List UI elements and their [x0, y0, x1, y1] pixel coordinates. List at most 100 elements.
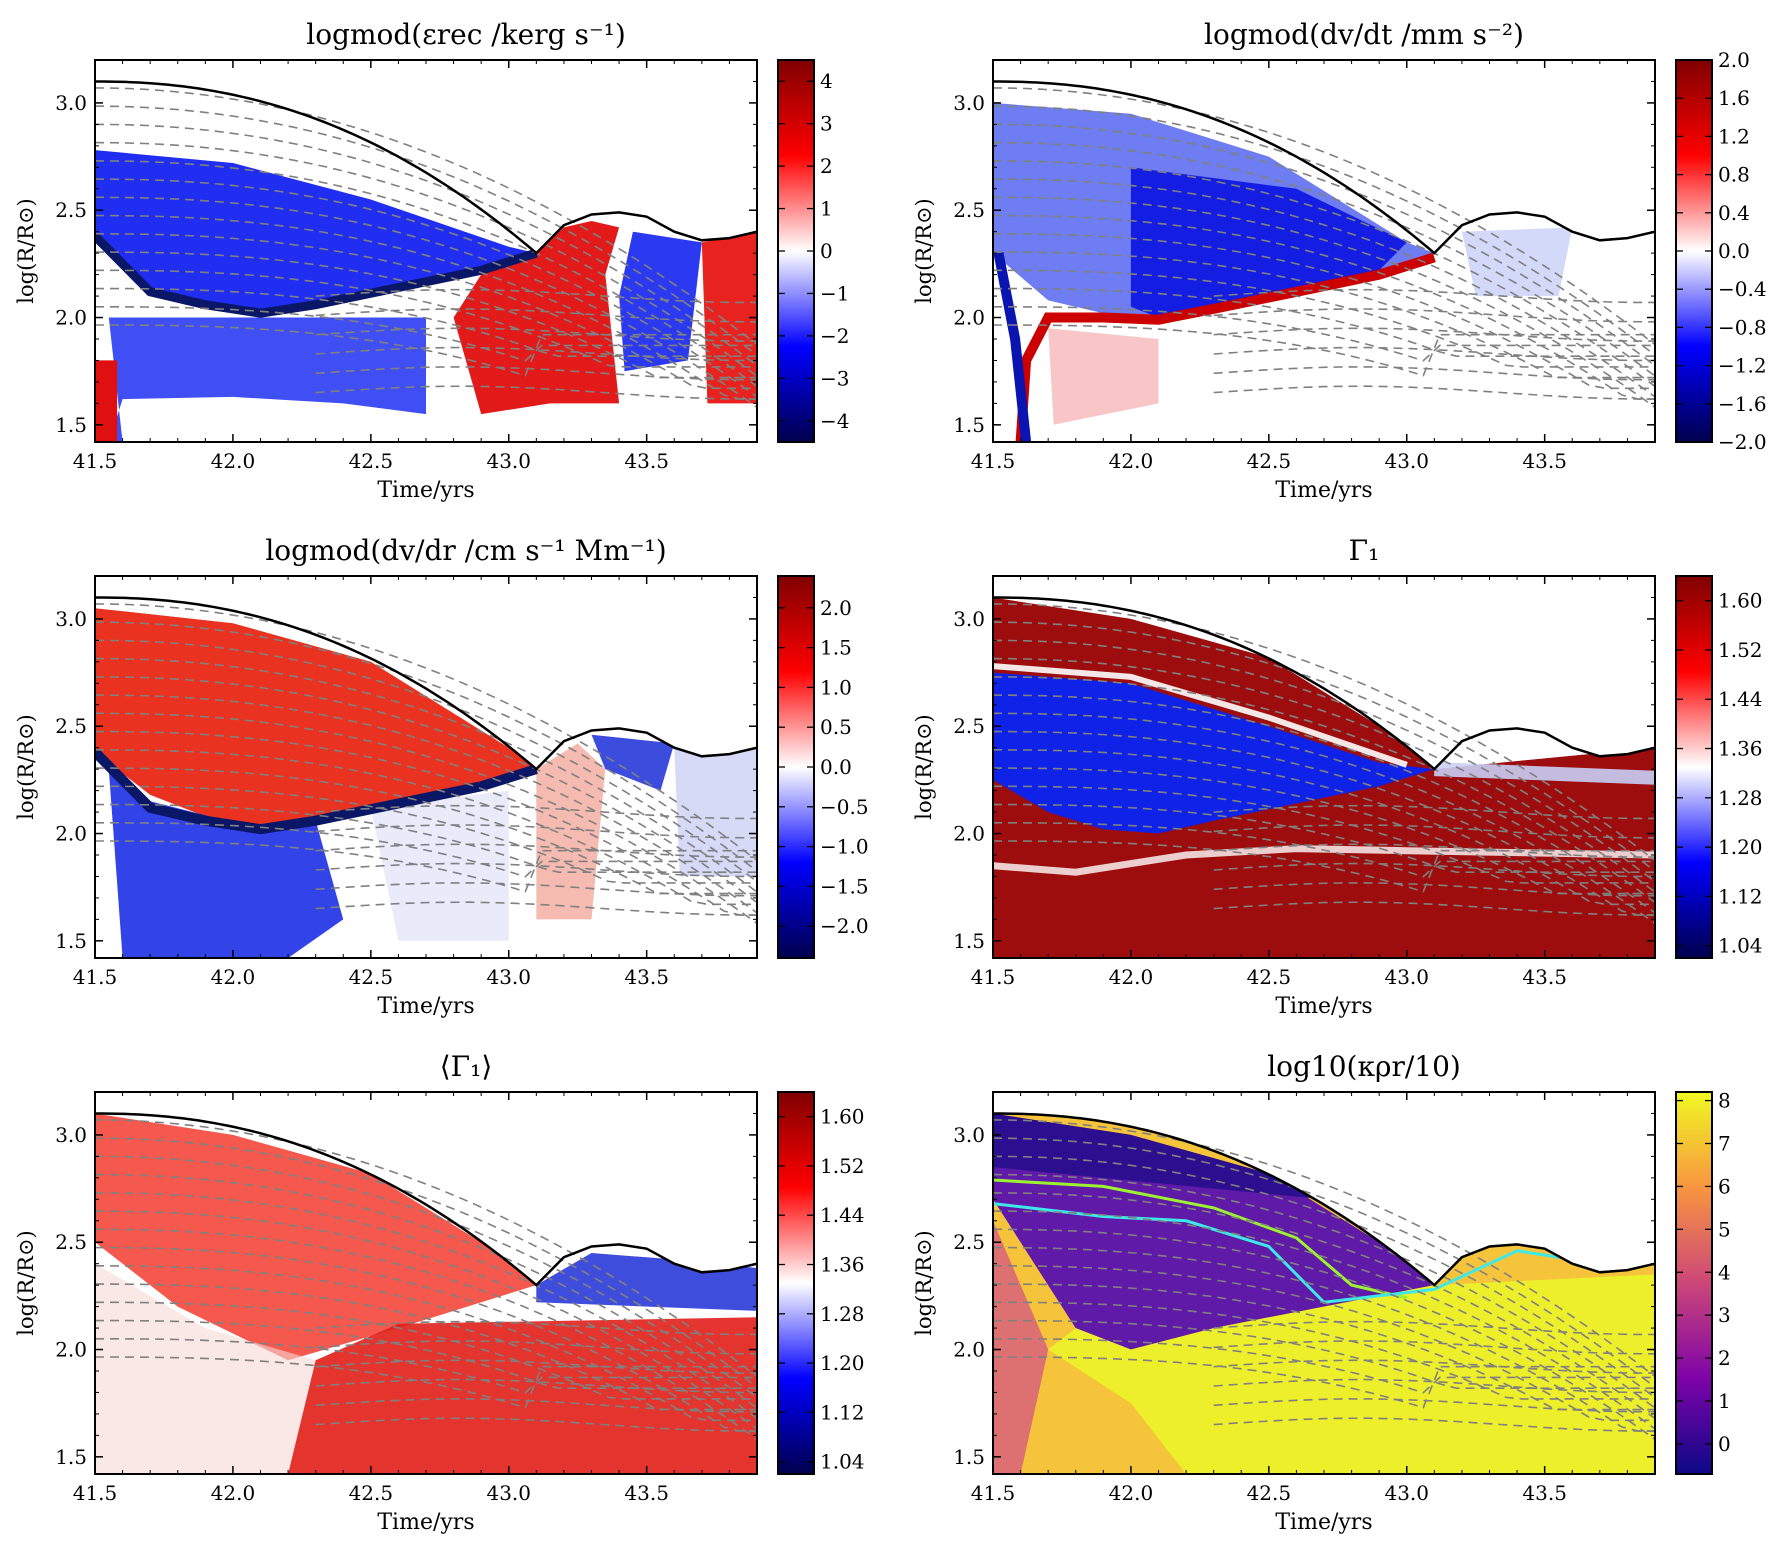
mass-contour-line [993, 1246, 1655, 1432]
mass-contour-line [95, 196, 757, 409]
chart-panel-6: 41.5 42.0 42.5 43.0 43.5 1.5 2.0 2.5 3.0 Time/yrs… [912, 1050, 1731, 1535]
mass-contour-line [1213, 288, 1655, 304]
colorbar-tick-label: −2.0 [1718, 430, 1767, 454]
colorbar-tick-label: 0.4 [1718, 201, 1750, 225]
low-gamma-region [993, 672, 1435, 834]
lower-cooling-region [108, 317, 427, 442]
outside-star [993, 1092, 1655, 1286]
y-tick-label: 2.5 [55, 1230, 87, 1254]
mass-contour-line [95, 178, 757, 398]
mass-contour-line [993, 196, 1655, 409]
mass-contour-line [993, 1155, 1655, 1399]
x-tick-label: 41.5 [971, 449, 1016, 473]
mass-contour-line [993, 1137, 1655, 1388]
x-tick-label: 42.0 [211, 449, 256, 473]
y-axis-label: log(R/R⊙) [14, 198, 38, 303]
y-tick-label: 2.0 [55, 1338, 87, 1362]
stellar-surface-line [993, 80, 1655, 255]
x-tick-label: 42.5 [349, 965, 394, 989]
y-axis-label: log(R/R⊙) [912, 1230, 936, 1335]
heatmap-area [993, 60, 1655, 442]
x-tick-label: 43.0 [1384, 449, 1429, 473]
colorbar-tick-label: 1.36 [820, 1253, 865, 1277]
colorbar-tick-label: 4 [820, 69, 833, 93]
bump-compression [591, 734, 675, 791]
mass-contour-line [1213, 1359, 1655, 1374]
colorbar-tick-label: 1.12 [820, 1400, 865, 1424]
x-axis-label: Time/yrs [1275, 478, 1372, 503]
mass-contour-line [993, 785, 1655, 884]
mass-contour-line [315, 366, 757, 381]
mass-contour-line [993, 269, 1655, 368]
weak-compression [370, 790, 509, 941]
colorbar-tick-label: 1.28 [820, 1302, 865, 1326]
mass-contour-line [315, 843, 757, 858]
mass-contour-line [993, 1173, 1655, 1409]
chart-panel-4: 41.5 42.0 42.5 43.0 43.5 1.5 2.0 2.5 3.0 Time/yrs… [912, 534, 1763, 1019]
bump-deceleration [1461, 227, 1573, 297]
mass-contours [95, 87, 757, 409]
outside-star [993, 576, 1655, 770]
mass-contour-line [993, 1119, 1655, 1378]
mass-contour-line [95, 269, 757, 368]
x-axis-label: Time/yrs [377, 994, 474, 1019]
mass-contour-line [1213, 843, 1655, 858]
colorbar-tick-label: 1.5 [820, 636, 852, 660]
y-tick-label: 3.0 [55, 91, 87, 115]
colorbar-tick-label: 1.44 [820, 1203, 865, 1227]
mass-contour-line [95, 822, 757, 878]
mass-contour-line [95, 1173, 757, 1409]
x-tick-label: 41.5 [73, 449, 118, 473]
colorbar: 4 3 2 1 0 −1 −2 −3 −4 [777, 59, 849, 443]
x-tick-label: 43.5 [1522, 1481, 1567, 1505]
colorbar: 2.0 1.5 1.0 0.5 0.0 −0.5 −1.0 −1.5 −2.0 [777, 575, 869, 959]
colorbar-tick-label: 1.20 [820, 1351, 865, 1375]
mass-contour-line [315, 288, 757, 304]
mass-contour-line [315, 901, 757, 916]
mass-contour-line [95, 840, 757, 893]
colorbar-tick-label: 1.04 [1718, 934, 1763, 958]
mass-contour-line [993, 621, 1655, 872]
stellar-surface-line [993, 1112, 1655, 1287]
mass-contour-line [993, 123, 1655, 367]
bump-transition [1434, 762, 1655, 785]
colorbar-tick-label: −0.4 [1718, 277, 1767, 301]
x-tick-label: 41.5 [971, 1481, 1016, 1505]
chart-panel-5: 41.5 42.0 42.5 43.0 43.5 1.5 2.0 2.5 3.0 Time/yrs… [14, 1050, 865, 1535]
x-tick-label: 43.0 [486, 965, 531, 989]
colorbar-tick-label: 1.6 [1718, 86, 1750, 110]
colorbar-tick-label: 6 [1718, 1174, 1731, 1198]
mass-contour-line [993, 1210, 1655, 1430]
mass-contour-line [1213, 862, 1655, 878]
colorbar-tick-label: 1.52 [820, 1154, 865, 1178]
outside-star [993, 60, 1655, 254]
mass-contour-line [993, 324, 1655, 377]
mass-contour-line [993, 712, 1655, 925]
panel-title: logmod(εrec /kerg s⁻¹) [306, 18, 626, 51]
chart-panel-1: 41.5 42.0 42.5 43.0 43.5 1.5 2.0 2.5 3.0 Time/yrs… [14, 18, 849, 503]
colorbar-tick-label: 1 [1718, 1389, 1731, 1413]
colorbar-tick-label: 0.0 [1718, 239, 1750, 263]
stellar-surface-line [993, 596, 1655, 771]
mass-contour-line [993, 694, 1655, 914]
x-tick-label: 43.5 [624, 1481, 669, 1505]
weak-acceleration [1048, 328, 1159, 425]
heatmap-area [95, 60, 757, 442]
mass-contour-line [993, 1192, 1655, 1420]
colorbar-tick-label: −3 [820, 366, 849, 390]
x-tick-label: 42.0 [1109, 1481, 1154, 1505]
x-tick-label: 43.0 [486, 1481, 531, 1505]
colorbar: 1.60 1.52 1.44 1.36 1.28 1.20 1.12 1.04 [777, 1091, 865, 1475]
y-tick-label: 2.0 [55, 822, 87, 846]
mass-contour-line [95, 1137, 757, 1388]
outer-thin-region [993, 1113, 1324, 1200]
mass-contour-line [1213, 385, 1655, 400]
mass-contour-line [95, 123, 757, 367]
deep-gamma-region [288, 1317, 757, 1474]
mass-contour-line [1213, 346, 1655, 362]
shock-front [95, 748, 538, 835]
x-tick-label: 42.0 [211, 965, 256, 989]
heatmap-area [993, 1092, 1655, 1474]
x-tick-label: 42.5 [1247, 449, 1292, 473]
mass-contour-line [1213, 366, 1655, 381]
